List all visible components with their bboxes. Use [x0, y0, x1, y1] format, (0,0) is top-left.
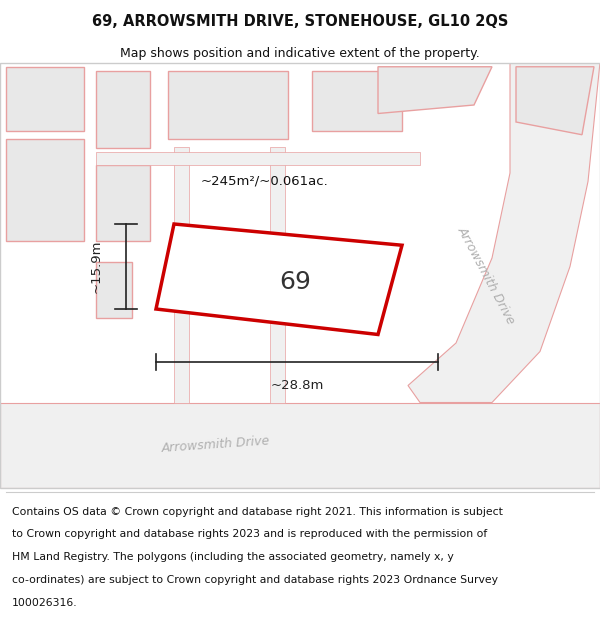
Text: HM Land Registry. The polygons (including the associated geometry, namely x, y: HM Land Registry. The polygons (includin… [12, 552, 454, 562]
Bar [174, 148, 189, 402]
Text: Map shows position and indicative extent of the property.: Map shows position and indicative extent… [120, 48, 480, 61]
Text: 69: 69 [280, 271, 311, 294]
Bar [6, 139, 84, 241]
Text: ~245m²/~0.061ac.: ~245m²/~0.061ac. [200, 175, 328, 188]
Bar [6, 67, 84, 131]
Bar [270, 148, 285, 402]
Text: ~15.9m: ~15.9m [89, 240, 103, 293]
Text: Contains OS data © Crown copyright and database right 2021. This information is : Contains OS data © Crown copyright and d… [12, 507, 503, 517]
Text: Arrowsmith Drive: Arrowsmith Drive [455, 224, 517, 326]
Bar [96, 152, 420, 164]
Text: 100026316.: 100026316. [12, 598, 77, 608]
Polygon shape [408, 62, 600, 402]
Polygon shape [516, 67, 594, 135]
Text: to Crown copyright and database rights 2023 and is reproduced with the permissio: to Crown copyright and database rights 2… [12, 529, 487, 539]
Polygon shape [156, 224, 402, 334]
Bar [96, 164, 150, 241]
Text: Arrowsmith Drive: Arrowsmith Drive [161, 435, 271, 455]
Polygon shape [0, 402, 600, 488]
Text: 69, ARROWSMITH DRIVE, STONEHOUSE, GL10 2QS: 69, ARROWSMITH DRIVE, STONEHOUSE, GL10 2… [92, 14, 508, 29]
Bar [168, 71, 288, 139]
Bar [312, 71, 402, 131]
Polygon shape [378, 67, 492, 114]
Bar [96, 71, 150, 148]
Text: co-ordinates) are subject to Crown copyright and database rights 2023 Ordnance S: co-ordinates) are subject to Crown copyr… [12, 575, 498, 585]
Text: ~28.8m: ~28.8m [271, 379, 323, 392]
Bar [96, 262, 132, 318]
